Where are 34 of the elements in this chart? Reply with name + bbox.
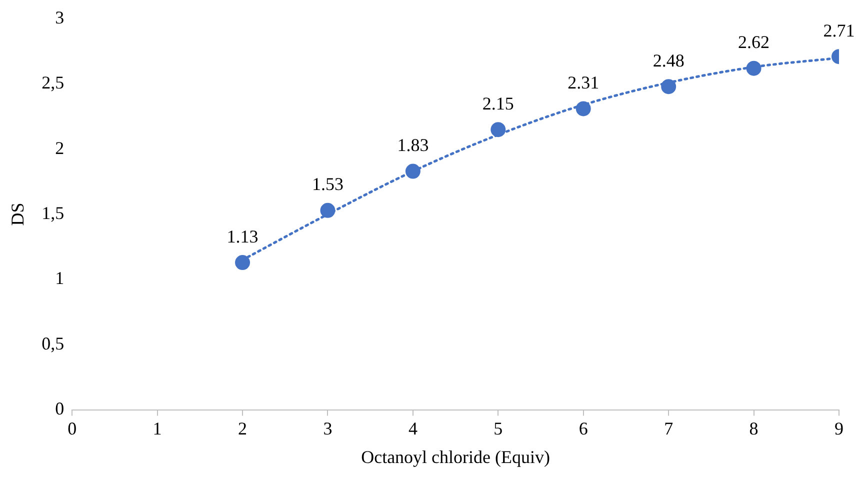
x-tick-label: 1 (152, 418, 162, 438)
data-label: 2.71 (823, 20, 855, 40)
point (576, 101, 591, 116)
x-tick-label: 2 (238, 418, 248, 438)
y-axis-title: DS (8, 202, 28, 226)
data-label: 1.53 (312, 174, 344, 194)
point (405, 164, 420, 179)
x-axis-title: Octanoyl chloride (Equiv) (361, 446, 550, 467)
y-tick-label: 0 (55, 398, 64, 419)
data-label: 2.48 (652, 50, 684, 70)
data-label: 1.83 (397, 135, 429, 156)
y-tick-label: 1,5 (42, 203, 64, 224)
y-tick-label: 3 (55, 8, 64, 28)
x-tick-label: 9 (834, 418, 844, 438)
point (320, 202, 336, 218)
x-tick-label: 6 (578, 418, 588, 438)
x-tick-label: 0 (68, 418, 77, 438)
x-tick-label: 7 (664, 418, 674, 438)
y-tick-label: 2,5 (42, 72, 64, 93)
x-tick-label: 4 (408, 418, 418, 438)
y-tick-label: 1 (55, 268, 64, 288)
point (661, 79, 676, 94)
x-tick-label: 8 (749, 418, 758, 438)
x-tick-label: 5 (494, 418, 503, 438)
data-label: 2.15 (482, 93, 514, 114)
point (746, 60, 762, 76)
point (490, 122, 506, 138)
point (235, 255, 250, 270)
y-tick-label: 2 (55, 138, 64, 158)
y-tick-label: 0,5 (42, 333, 64, 354)
data-label: 1.13 (226, 226, 258, 246)
data-label: 2.31 (568, 72, 600, 92)
x-tick-label: 3 (323, 418, 332, 438)
data-label: 2.62 (738, 32, 770, 52)
